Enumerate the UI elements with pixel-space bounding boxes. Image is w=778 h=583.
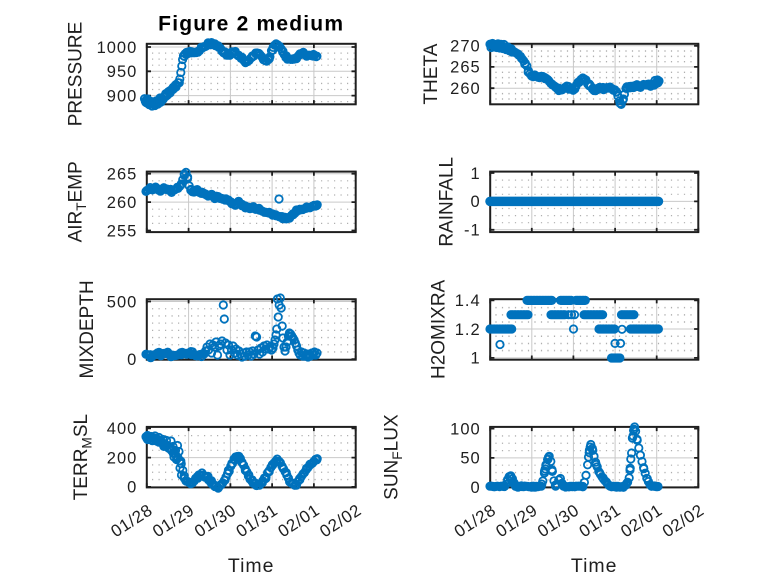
svg-text:1: 1	[471, 165, 481, 183]
svg-text:500: 500	[107, 293, 138, 311]
svg-text:270: 270	[450, 38, 481, 56]
svg-text:Time: Time	[571, 555, 618, 577]
svg-text:200: 200	[107, 449, 138, 467]
svg-text:THETA: THETA	[421, 43, 442, 104]
svg-text:260: 260	[107, 194, 138, 212]
svg-text:AIRT​EMP: AIRT​EMP	[66, 161, 90, 242]
svg-text:SUNF​LUX: SUNF​LUX	[382, 414, 406, 500]
svg-text:1: 1	[471, 350, 481, 368]
svg-text:265: 265	[107, 166, 138, 184]
svg-text:Time: Time	[228, 555, 275, 577]
svg-text:MIXDEPTH: MIXDEPTH	[77, 280, 98, 378]
svg-text:TERRM​SL: TERRM​SL	[71, 414, 95, 500]
svg-text:-1: -1	[464, 222, 481, 240]
svg-text:PRESSURE: PRESSURE	[66, 22, 87, 127]
svg-text:100: 100	[450, 420, 481, 438]
svg-text:1000: 1000	[97, 39, 138, 57]
svg-text:260: 260	[450, 80, 481, 98]
svg-text:50: 50	[460, 450, 480, 468]
svg-text:900: 900	[107, 87, 138, 105]
svg-text:400: 400	[107, 420, 138, 438]
svg-text:0: 0	[471, 479, 481, 497]
svg-text:H2OMIXRA: H2OMIXRA	[429, 279, 450, 379]
svg-text:RAINFALL: RAINFALL	[436, 157, 457, 247]
svg-text:0: 0	[127, 351, 137, 369]
svg-text:255: 255	[107, 222, 138, 240]
svg-text:Figure 2 medium: Figure 2 medium	[158, 13, 344, 36]
svg-text:265: 265	[450, 59, 481, 77]
svg-text:1.4: 1.4	[455, 292, 481, 310]
svg-text:0: 0	[127, 479, 137, 497]
svg-text:1.2: 1.2	[455, 321, 481, 339]
svg-text:0: 0	[471, 193, 481, 211]
svg-text:950: 950	[107, 63, 138, 81]
